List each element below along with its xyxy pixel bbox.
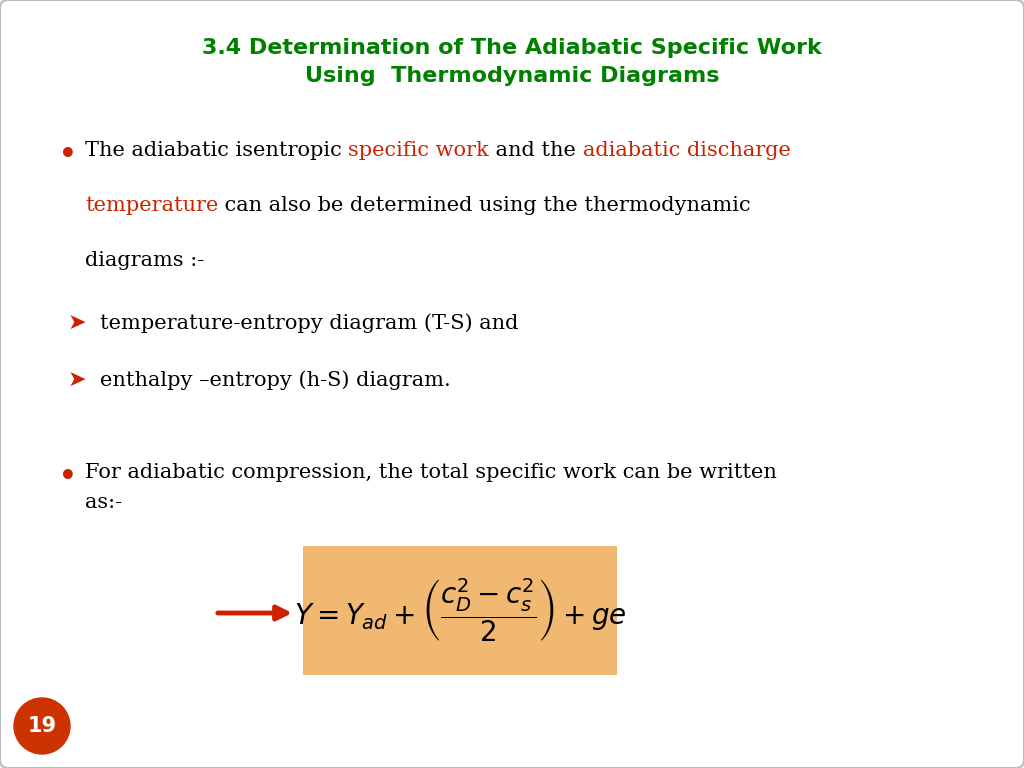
Text: •: •: [59, 463, 77, 491]
Circle shape: [14, 698, 70, 754]
FancyBboxPatch shape: [303, 546, 617, 675]
Text: temperature-entropy diagram (T-S) and: temperature-entropy diagram (T-S) and: [100, 313, 518, 333]
Text: can also be determined using the thermodynamic: can also be determined using the thermod…: [218, 196, 751, 215]
Text: specific work: specific work: [348, 141, 489, 160]
Text: enthalpy –entropy (h-S) diagram.: enthalpy –entropy (h-S) diagram.: [100, 370, 451, 389]
Text: The adiabatic isentropic: The adiabatic isentropic: [85, 141, 348, 160]
Text: ➤: ➤: [68, 370, 87, 390]
Text: 19: 19: [28, 716, 56, 736]
Text: For adiabatic compression, the total specific work can be written
as:-: For adiabatic compression, the total spe…: [85, 463, 777, 511]
Text: adiabatic discharge: adiabatic discharge: [583, 141, 791, 160]
Text: •: •: [59, 141, 77, 169]
Text: ➤: ➤: [68, 313, 87, 333]
Text: and the: and the: [489, 141, 583, 160]
Text: 3.4 Determination of The Adiabatic Specific Work
Using  Thermodynamic Diagrams: 3.4 Determination of The Adiabatic Speci…: [202, 38, 822, 86]
Text: $Y = Y_{ad} + \left(\dfrac{c_D^2 - c_s^2}{2}\right) + ge$: $Y = Y_{ad} + \left(\dfrac{c_D^2 - c_s^2…: [294, 577, 627, 644]
Text: temperature: temperature: [85, 196, 218, 215]
Text: diagrams :-: diagrams :-: [85, 251, 204, 270]
